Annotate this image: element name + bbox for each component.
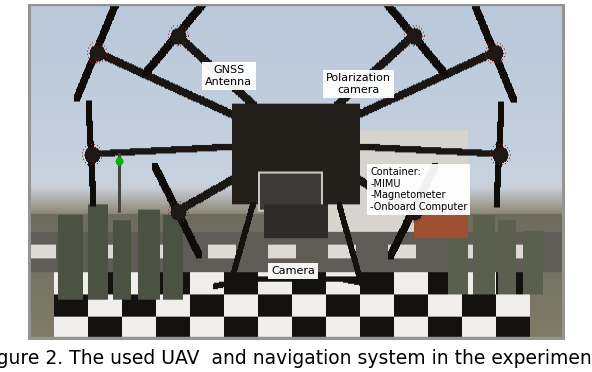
Text: Container:
-MIMU
-Magnetometer
-Onboard Computer: Container: -MIMU -Magnetometer -Onboard … (370, 167, 468, 212)
Text: Polarization
camera: Polarization camera (326, 73, 391, 94)
Text: Camera: Camera (271, 266, 316, 276)
Text: GNSS
Antenna: GNSS Antenna (205, 65, 253, 87)
Text: Figure 2. The used UAV  and navigation system in the experiments: Figure 2. The used UAV and navigation sy… (0, 349, 592, 368)
